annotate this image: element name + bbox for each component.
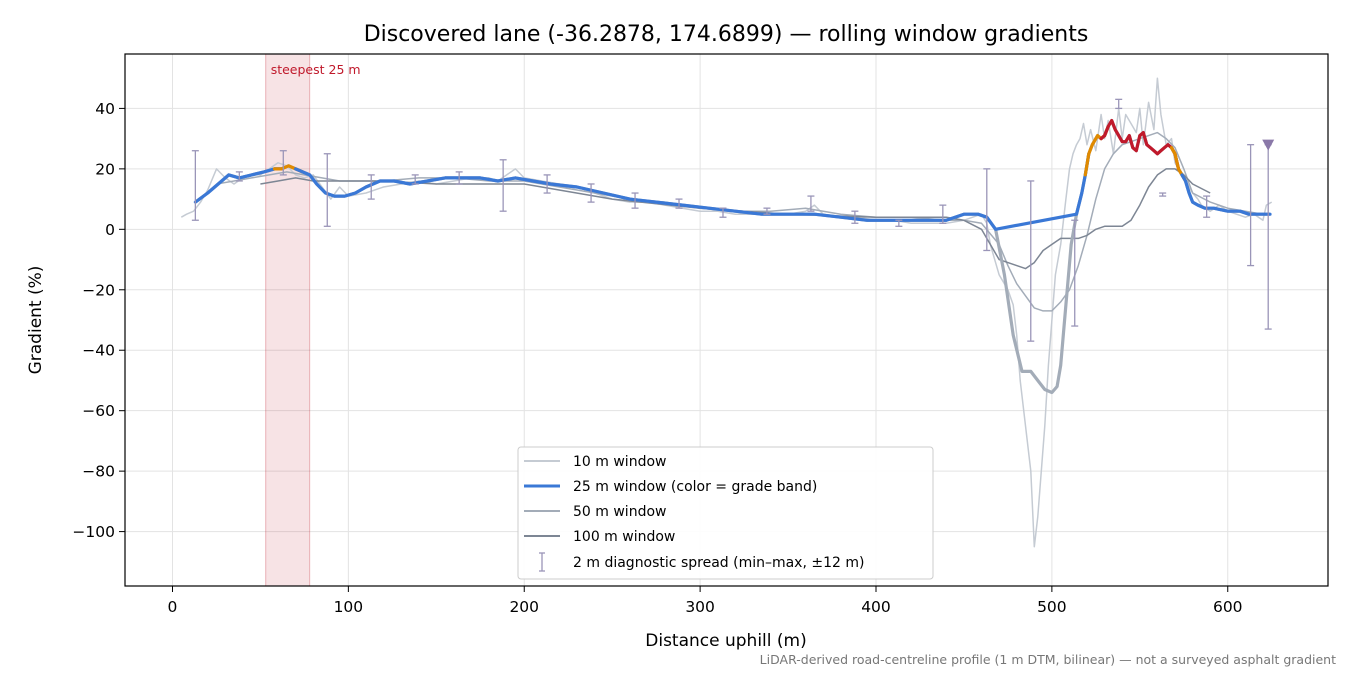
x-tick-label: 100 xyxy=(334,598,364,616)
y-tick-label: 40 xyxy=(95,100,115,118)
diagnostic-errorbar xyxy=(851,210,859,224)
diagnostic-errorbar xyxy=(1203,195,1211,218)
x-axis-label: Distance uphill (m) xyxy=(645,631,806,651)
diagnostic-spread-errorbars xyxy=(191,98,1275,342)
series-line-25m-band xyxy=(1099,118,1181,171)
chart-title: Discovered lane (-36.2878, 174.6899) — r… xyxy=(364,22,1089,47)
x-tick-label: 500 xyxy=(1037,598,1067,616)
plot-frame xyxy=(124,53,1329,587)
footnote: LiDAR-derived road-centreline profile (1… xyxy=(760,652,1336,667)
clipped-value-marker xyxy=(1262,139,1275,151)
y-tick-label: −80 xyxy=(82,463,115,481)
y-tick-label: 0 xyxy=(105,221,115,239)
diagnostic-errorbar xyxy=(983,168,991,252)
x-tick-label: 400 xyxy=(861,598,891,616)
y-tick-label: −40 xyxy=(82,342,115,360)
series-line-25m-band xyxy=(294,152,1091,231)
legend-label-errorbar: 2 m diagnostic spread (min–max, ±12 m) xyxy=(573,555,864,571)
diagnostic-errorbar xyxy=(1264,144,1272,330)
x-tick-label: 600 xyxy=(1213,598,1243,616)
legend-label-25m: 25 m window (color = grade band) xyxy=(573,479,817,495)
y-axis-label: Gradient (%) xyxy=(26,266,46,375)
diagnostic-errorbar xyxy=(1247,144,1255,267)
legend-swatch-errorbar xyxy=(539,552,545,572)
diagnostic-errorbar xyxy=(939,204,947,224)
diagnostic-errorbar xyxy=(1071,219,1079,327)
diagnostic-errorbar xyxy=(1027,180,1035,342)
legend-label-10m: 10 m window xyxy=(573,454,666,470)
y-tick-label: −20 xyxy=(82,281,115,299)
highlight-band xyxy=(265,53,311,587)
y-axis-ticks: −100 −80 −60 −40 −20 0 20 40 xyxy=(72,100,125,541)
legend-label-50m: 50 m window xyxy=(573,504,666,520)
x-tick-label: 200 xyxy=(509,598,539,616)
series-line-100m xyxy=(260,168,1211,270)
legend-label-100m: 100 m window xyxy=(573,529,675,545)
diagnostic-errorbar xyxy=(1159,192,1167,197)
diagnostic-errorbar xyxy=(807,195,815,212)
diagnostic-errorbar xyxy=(1115,98,1123,110)
highlight-label: steepest 25 m xyxy=(271,62,361,77)
diagnostic-errorbar xyxy=(191,150,199,221)
diagnostic-errorbar xyxy=(763,207,771,215)
diagnostic-errorbar xyxy=(323,153,331,227)
diagnostic-errorbar xyxy=(587,183,595,203)
series-line-50m xyxy=(216,131,1264,312)
x-tick-label: 300 xyxy=(685,598,715,616)
diagnostic-errorbar xyxy=(895,219,903,227)
diagnostic-errorbar xyxy=(279,150,287,176)
diagnostic-errorbar xyxy=(455,171,463,185)
plot-area: steepest 25 m xyxy=(124,53,1329,587)
y-tick-label: −60 xyxy=(82,402,115,420)
diagnostic-errorbar xyxy=(499,159,507,212)
diagnostic-errorbar xyxy=(411,174,419,185)
diagnostic-errorbar xyxy=(367,174,375,200)
legend-box xyxy=(517,446,934,580)
diagnostic-errorbar xyxy=(631,192,639,209)
x-tick-label: 0 xyxy=(168,598,178,616)
diagnostic-errorbar xyxy=(235,171,243,182)
diagnostic-errorbar xyxy=(675,198,683,209)
x-axis-ticks: 0 100 200 300 400 500 600 xyxy=(168,586,1243,616)
diagnostic-errorbar xyxy=(543,174,551,194)
steepest-segment-highlight xyxy=(265,53,311,587)
diagnostic-errorbar xyxy=(719,207,727,218)
y-tick-label: −100 xyxy=(72,523,115,541)
y-tick-label: 20 xyxy=(95,160,115,178)
legend: 10 m window 25 m window (color = grade b… xyxy=(517,446,934,580)
